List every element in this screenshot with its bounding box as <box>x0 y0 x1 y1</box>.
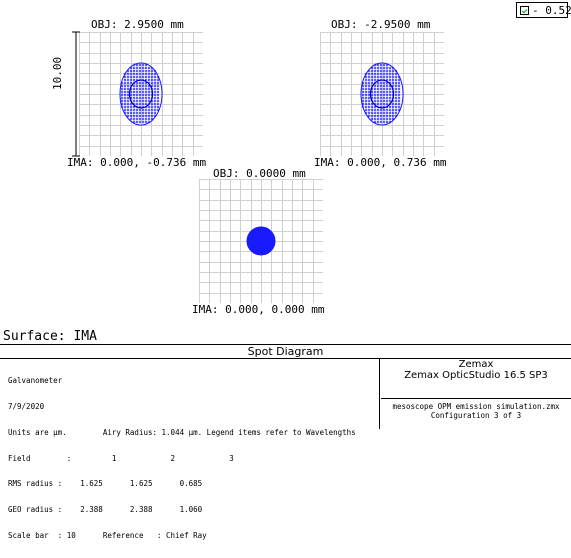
footer-company: Zemax <box>458 359 494 370</box>
panel-2-obj-label: OBJ: -2.9500 mm <box>331 18 431 31</box>
panel-1-spot-plot <box>79 32 203 156</box>
footer-line: Galvanometer <box>8 376 63 386</box>
panel-2-ima-label: IMA: 0.000, 0.736 mm <box>314 156 447 169</box>
footer-configuration: Configuration 3 of 3 <box>430 411 522 420</box>
wavelength-value: 0.52 <box>545 4 571 17</box>
footer-file: mesoscope OPM emission simulation.zmx <box>392 402 560 411</box>
panel-1-grid <box>79 32 203 156</box>
footer-line: 7/9/2020 <box>8 401 45 411</box>
footer-parameters: Galvanometer 7/9/2020 Units are µm. Airy… <box>0 359 380 539</box>
panel-2-grid <box>320 32 444 156</box>
panel-1-ima-label: IMA: 0.000, -0.736 mm <box>67 156 207 169</box>
scale-bar-label: 10.00 <box>51 56 64 90</box>
panel-3-obj-label: OBJ: 0.0000 mm <box>213 167 306 180</box>
footer-file-info: mesoscope OPM emission simulation.zmx Co… <box>381 400 571 429</box>
footer-product-info: Zemax Zemax OpticStudio 16.5 SP3 <box>381 359 571 399</box>
footer-line: GEO radius : 2.388 2.388 1.060 <box>8 505 203 515</box>
footer-title: Spot Diagram <box>0 345 571 359</box>
scale-bar <box>72 31 80 157</box>
wavelength-dash: - <box>532 4 546 17</box>
wavelength-selector[interactable]: - 0.52 <box>516 2 571 18</box>
footer-line: Field : 1 2 3 <box>8 453 234 463</box>
footer-line: Scale bar : 10 Reference : Chief Ray <box>8 530 207 540</box>
wavelength-checkbox-icon[interactable] <box>520 6 529 15</box>
panel-3-spots <box>246 226 276 256</box>
panel-3-ima-label: IMA: 0.000, 0.000 mm <box>192 303 325 316</box>
spot-diagram-plot-area: OBJ: 2.9500 mm IMA: 0.000, -0.736 mm 10.… <box>51 18 447 316</box>
footer-line: RMS radius : 1.625 1.625 0.685 <box>8 479 203 489</box>
footer-line: Units are µm. Airy Radius: 1.044 µm. Leg… <box>8 427 356 437</box>
panel-2-spots <box>360 62 404 126</box>
panel-1-spots <box>119 62 163 126</box>
surface-label: Surface: IMA <box>3 329 97 344</box>
panel-2-spot-plot <box>320 32 444 156</box>
footer-product: Zemax OpticStudio 16.5 SP3 <box>404 370 548 381</box>
panel-1-obj-label: OBJ: 2.9500 mm <box>91 18 184 31</box>
info-footer: Spot Diagram Galvanometer 7/9/2020 Units… <box>0 344 571 539</box>
panel-3-spot-plot <box>199 179 323 303</box>
